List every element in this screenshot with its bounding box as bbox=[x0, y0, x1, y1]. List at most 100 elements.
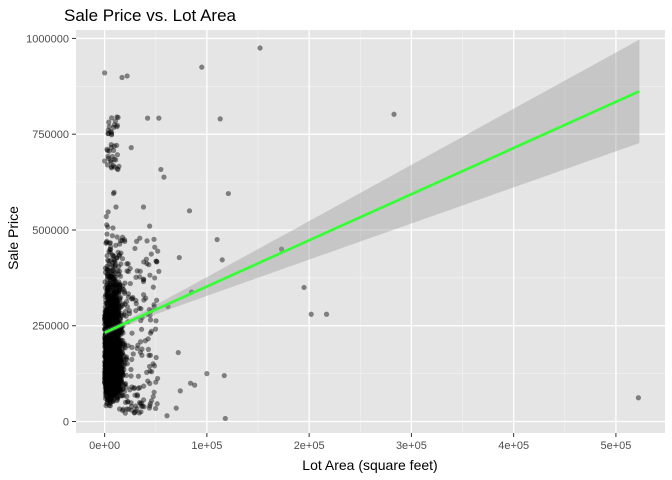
data-point bbox=[108, 357, 114, 363]
data-point bbox=[104, 366, 110, 372]
data-point bbox=[111, 359, 117, 365]
data-point bbox=[111, 372, 117, 378]
data-point bbox=[108, 377, 114, 384]
data-point bbox=[147, 223, 153, 229]
data-point bbox=[110, 337, 116, 343]
data-point bbox=[103, 289, 110, 295]
data-point bbox=[105, 343, 111, 349]
data-point bbox=[109, 365, 115, 371]
data-point bbox=[111, 341, 117, 347]
data-point bbox=[116, 359, 122, 365]
data-point bbox=[110, 347, 116, 353]
data-point bbox=[110, 375, 116, 382]
data-point bbox=[106, 383, 112, 389]
data-point bbox=[111, 358, 117, 364]
data-point bbox=[109, 367, 115, 373]
data-point bbox=[107, 360, 114, 366]
data-point bbox=[108, 390, 114, 396]
data-point bbox=[102, 376, 108, 382]
data-point bbox=[107, 346, 113, 352]
data-point bbox=[113, 367, 119, 373]
data-point bbox=[113, 307, 119, 313]
data-point bbox=[111, 317, 117, 323]
data-point bbox=[114, 384, 121, 390]
data-point bbox=[107, 397, 114, 403]
data-point bbox=[104, 307, 110, 313]
data-point bbox=[105, 339, 111, 345]
data-point bbox=[109, 363, 115, 369]
data-point bbox=[114, 357, 120, 364]
data-point bbox=[114, 234, 120, 240]
data-point bbox=[115, 319, 121, 325]
data-point bbox=[111, 346, 117, 353]
data-point bbox=[113, 302, 119, 308]
data-point bbox=[107, 353, 113, 360]
data-point bbox=[108, 302, 114, 308]
data-point bbox=[104, 354, 111, 360]
data-point bbox=[111, 359, 117, 365]
data-point bbox=[107, 345, 113, 351]
data-point bbox=[110, 272, 116, 278]
data-point bbox=[115, 360, 121, 366]
x-tick-label: 0e+00 bbox=[89, 440, 120, 452]
data-point bbox=[113, 383, 119, 389]
data-point bbox=[107, 316, 114, 322]
data-point bbox=[106, 322, 112, 328]
data-point bbox=[110, 388, 116, 394]
data-point bbox=[110, 332, 116, 338]
data-point bbox=[117, 374, 123, 380]
data-point bbox=[112, 365, 119, 371]
data-point bbox=[115, 305, 121, 311]
data-point bbox=[115, 338, 122, 344]
data-point bbox=[107, 393, 114, 399]
data-point bbox=[106, 148, 112, 154]
data-point bbox=[108, 364, 114, 370]
data-point bbox=[107, 360, 113, 366]
data-point bbox=[109, 344, 115, 350]
data-point bbox=[107, 345, 114, 351]
data-point bbox=[110, 355, 117, 361]
data-point bbox=[106, 378, 112, 384]
data-point bbox=[107, 384, 113, 391]
data-point bbox=[118, 356, 124, 362]
data-point bbox=[111, 370, 117, 377]
data-point bbox=[104, 291, 110, 297]
data-point bbox=[103, 344, 110, 350]
data-point bbox=[106, 364, 112, 370]
data-point bbox=[102, 340, 108, 346]
data-point bbox=[121, 362, 127, 368]
data-point bbox=[104, 352, 111, 358]
data-point bbox=[105, 371, 112, 377]
data-point bbox=[111, 332, 117, 338]
data-point bbox=[108, 294, 114, 301]
data-point bbox=[108, 356, 114, 362]
data-point bbox=[104, 347, 110, 353]
data-point bbox=[112, 346, 118, 353]
data-point bbox=[104, 366, 110, 372]
data-point bbox=[104, 386, 110, 393]
data-point bbox=[111, 303, 117, 309]
data-point bbox=[107, 368, 114, 374]
data-point bbox=[108, 315, 114, 322]
data-point bbox=[108, 362, 115, 368]
data-point bbox=[108, 357, 114, 363]
data-point bbox=[110, 363, 117, 369]
data-point bbox=[111, 368, 117, 374]
data-point bbox=[107, 346, 113, 353]
data-point bbox=[110, 340, 116, 347]
data-point bbox=[102, 315, 108, 321]
data-point bbox=[106, 337, 112, 344]
data-point bbox=[109, 309, 115, 315]
data-point bbox=[110, 340, 116, 346]
data-point bbox=[117, 342, 123, 348]
data-point bbox=[107, 306, 113, 312]
data-point bbox=[109, 335, 115, 341]
data-point bbox=[103, 363, 109, 369]
data-point bbox=[110, 370, 116, 376]
data-point bbox=[111, 352, 118, 358]
data-point bbox=[111, 385, 117, 391]
data-point bbox=[113, 343, 119, 349]
data-point bbox=[111, 386, 117, 392]
data-point bbox=[105, 350, 111, 356]
data-point bbox=[118, 370, 124, 376]
